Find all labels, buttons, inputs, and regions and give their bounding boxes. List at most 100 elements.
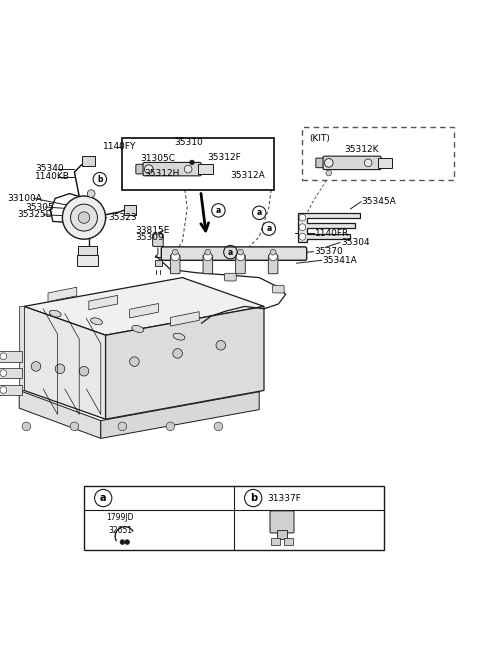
Circle shape xyxy=(205,249,211,255)
Text: 35312K: 35312K xyxy=(345,145,379,154)
Text: 35312H: 35312H xyxy=(144,169,180,178)
Bar xyxy=(122,138,274,190)
Text: (KIT): (KIT) xyxy=(310,134,330,143)
Text: 35310: 35310 xyxy=(174,138,203,147)
Circle shape xyxy=(79,367,89,376)
Circle shape xyxy=(71,204,97,231)
Text: 31305C: 31305C xyxy=(141,154,176,163)
Polygon shape xyxy=(130,304,158,318)
Text: 35325D: 35325D xyxy=(17,210,52,219)
Circle shape xyxy=(204,252,212,261)
FancyBboxPatch shape xyxy=(270,511,294,533)
Circle shape xyxy=(130,357,139,367)
Text: b: b xyxy=(97,174,103,184)
FancyBboxPatch shape xyxy=(124,205,136,215)
FancyBboxPatch shape xyxy=(143,163,201,176)
Circle shape xyxy=(171,252,180,261)
Text: a: a xyxy=(228,248,233,256)
Circle shape xyxy=(22,422,31,431)
Bar xyxy=(0,351,22,361)
Text: 35304: 35304 xyxy=(341,238,370,247)
Text: 33815E: 33815E xyxy=(135,226,170,235)
Polygon shape xyxy=(19,390,101,438)
Circle shape xyxy=(324,159,333,167)
Polygon shape xyxy=(24,306,106,419)
Circle shape xyxy=(0,370,7,377)
Text: a: a xyxy=(216,206,221,215)
Polygon shape xyxy=(91,318,102,325)
Bar xyxy=(284,538,293,545)
Text: 35323: 35323 xyxy=(108,213,137,222)
Circle shape xyxy=(125,540,130,544)
Circle shape xyxy=(62,196,106,239)
Circle shape xyxy=(31,361,41,371)
Polygon shape xyxy=(19,306,24,390)
Bar xyxy=(84,486,384,550)
Polygon shape xyxy=(298,213,360,241)
Circle shape xyxy=(364,159,372,167)
FancyBboxPatch shape xyxy=(236,255,245,274)
Text: a: a xyxy=(266,224,271,233)
Text: 33100A: 33100A xyxy=(8,194,43,203)
FancyBboxPatch shape xyxy=(198,164,213,174)
Polygon shape xyxy=(173,333,185,340)
FancyBboxPatch shape xyxy=(136,164,146,174)
FancyBboxPatch shape xyxy=(225,274,236,281)
Polygon shape xyxy=(106,306,264,419)
Polygon shape xyxy=(170,312,199,326)
Circle shape xyxy=(299,224,306,230)
Circle shape xyxy=(70,422,79,431)
FancyBboxPatch shape xyxy=(82,156,95,166)
Circle shape xyxy=(238,249,243,255)
Text: 35312A: 35312A xyxy=(230,171,265,180)
Circle shape xyxy=(299,234,306,240)
Circle shape xyxy=(269,252,277,261)
Text: 35312F: 35312F xyxy=(207,153,241,162)
Polygon shape xyxy=(48,287,77,302)
Circle shape xyxy=(173,348,182,358)
Polygon shape xyxy=(173,333,185,340)
FancyBboxPatch shape xyxy=(378,158,392,168)
Text: a: a xyxy=(257,209,262,217)
Bar xyxy=(272,538,280,545)
Circle shape xyxy=(326,170,332,176)
Circle shape xyxy=(214,422,223,431)
Circle shape xyxy=(87,190,95,197)
Circle shape xyxy=(0,386,7,394)
Circle shape xyxy=(172,249,178,255)
Bar xyxy=(78,247,97,256)
FancyBboxPatch shape xyxy=(316,158,326,168)
FancyBboxPatch shape xyxy=(203,255,213,274)
FancyBboxPatch shape xyxy=(155,260,162,266)
Bar xyxy=(277,530,287,539)
Polygon shape xyxy=(132,325,144,333)
Circle shape xyxy=(0,353,7,359)
Text: 35345A: 35345A xyxy=(361,197,396,206)
Text: b: b xyxy=(250,493,257,503)
Text: 35305: 35305 xyxy=(25,203,54,211)
Text: 35340: 35340 xyxy=(35,164,64,173)
Circle shape xyxy=(78,212,90,223)
FancyBboxPatch shape xyxy=(170,255,180,274)
Text: 1140FY: 1140FY xyxy=(103,142,137,151)
Circle shape xyxy=(118,422,127,431)
Text: 35309: 35309 xyxy=(135,234,164,242)
Polygon shape xyxy=(89,295,118,310)
Bar xyxy=(302,127,454,180)
Circle shape xyxy=(236,252,245,261)
Circle shape xyxy=(270,249,276,255)
Circle shape xyxy=(216,340,226,350)
Polygon shape xyxy=(49,310,61,317)
Text: 35370: 35370 xyxy=(314,247,343,256)
Polygon shape xyxy=(101,392,259,438)
Circle shape xyxy=(299,215,306,221)
Polygon shape xyxy=(91,318,102,325)
Text: 31337F: 31337F xyxy=(268,493,301,502)
FancyBboxPatch shape xyxy=(273,285,284,293)
Text: a: a xyxy=(100,493,107,503)
Circle shape xyxy=(144,165,153,173)
FancyBboxPatch shape xyxy=(323,156,381,170)
Polygon shape xyxy=(132,325,144,333)
Polygon shape xyxy=(49,310,61,317)
Circle shape xyxy=(190,160,194,165)
